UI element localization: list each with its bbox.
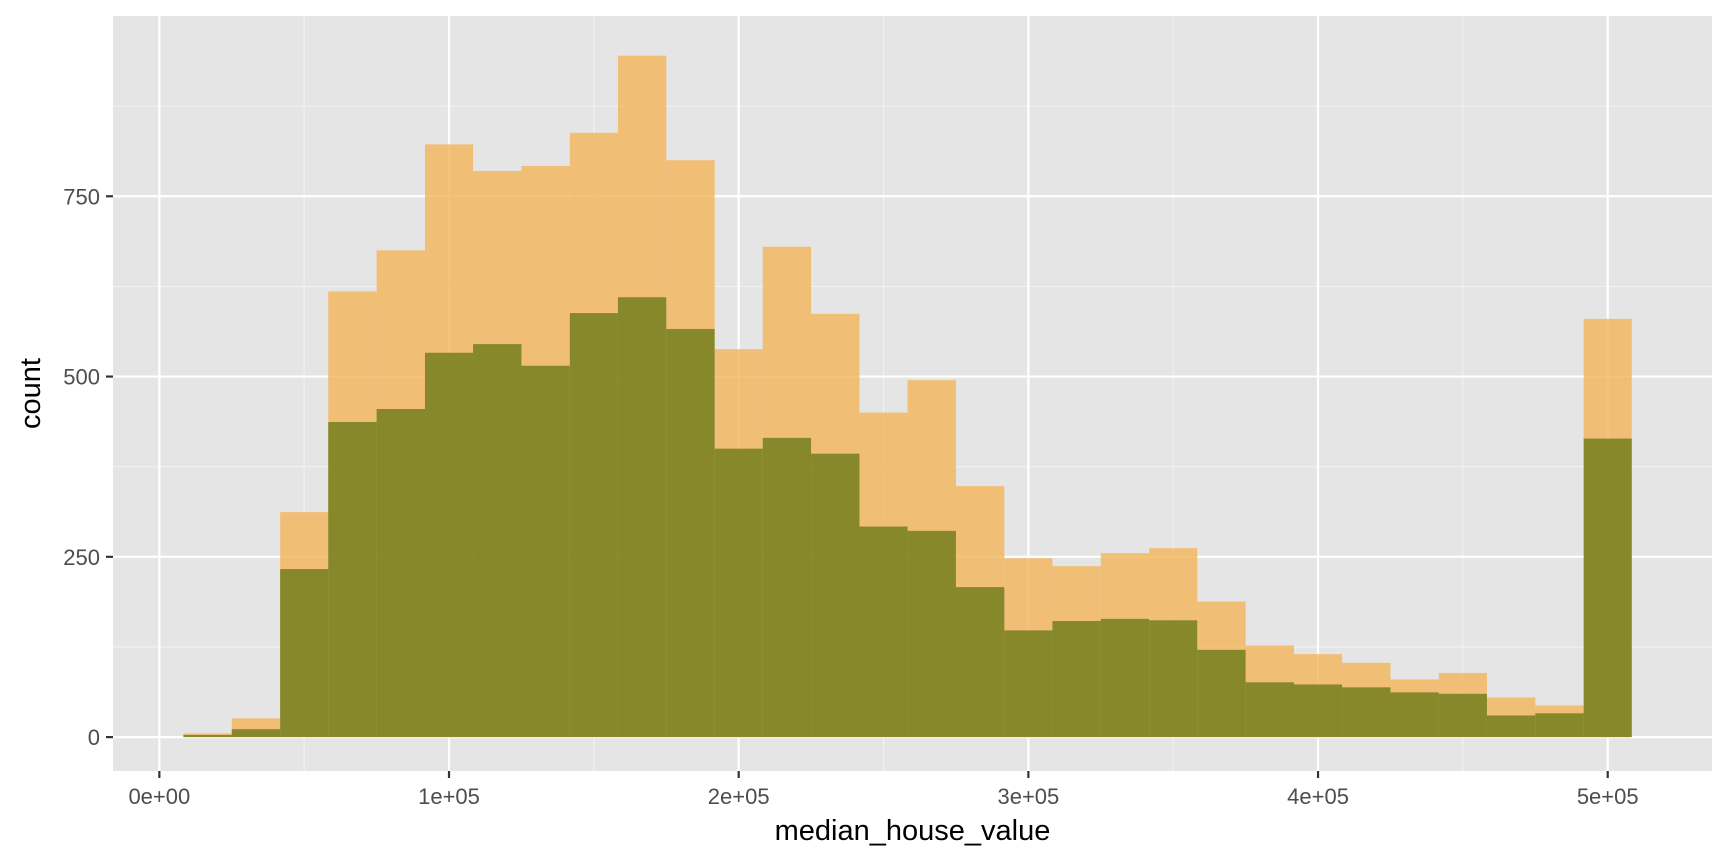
histogram-bar-series-2 (1245, 682, 1295, 738)
histogram-bar-series-2 (714, 448, 763, 738)
histogram-bar-series-2 (1342, 687, 1391, 738)
y-axis-ticks: 0 250 500 750 (63, 184, 113, 750)
histogram-bar-series-2 (280, 569, 329, 738)
histogram-bar-series-2 (376, 409, 425, 738)
histogram-bar-series-2 (907, 530, 956, 738)
y-tick-label: 750 (63, 184, 100, 209)
x-tick-label: 2e+05 (708, 784, 770, 809)
histogram-bar-series-2 (1438, 693, 1487, 738)
histogram-bar-series-2 (811, 453, 860, 738)
histogram-bar-series-2 (1535, 713, 1584, 738)
histogram-bar-series-2 (762, 437, 812, 738)
histogram-bar-series-2 (666, 328, 715, 738)
histogram-bar-series-2 (569, 313, 618, 738)
histogram-bar-series-2 (473, 344, 522, 738)
histogram-bar-series-2 (1149, 620, 1198, 738)
x-tick-label: 3e+05 (997, 784, 1059, 809)
histogram-bar-series-2 (1197, 649, 1246, 738)
histogram-bars (183, 55, 1632, 738)
x-axis-ticks: 0e+00 1e+05 2e+05 3e+05 4e+05 5e+05 (128, 771, 1639, 809)
x-axis-title: median_house_value (775, 815, 1051, 847)
x-tick-label: 0e+00 (128, 784, 190, 809)
histogram-bar-series-2 (1004, 630, 1053, 738)
histogram-bar-series-2 (1294, 684, 1343, 738)
histogram-bar-series-2 (1052, 621, 1101, 738)
x-tick-label: 5e+05 (1577, 784, 1639, 809)
histogram-bar-series-2 (328, 421, 377, 738)
histogram-bar-series-2 (521, 365, 570, 738)
y-tick-label: 0 (88, 725, 100, 750)
histogram-bar-series-2 (424, 352, 474, 738)
histogram-bar-series-2 (955, 587, 1005, 738)
histogram-bar-series-2 (1100, 618, 1150, 738)
histogram-bar-series-2 (617, 297, 667, 738)
histogram-bar-series-2 (859, 526, 908, 738)
histogram-bar-series-2 (1390, 692, 1439, 738)
histogram-bar-series-2 (1486, 715, 1536, 738)
histogram-bar-series-2 (1583, 438, 1632, 738)
y-axis-title: count (15, 358, 47, 429)
y-tick-label: 250 (63, 545, 100, 570)
histogram-bar-series-2 (183, 734, 232, 738)
histogram-bar-series-2 (231, 729, 281, 738)
x-tick-label: 4e+05 (1287, 784, 1349, 809)
y-tick-label: 500 (63, 365, 100, 390)
x-tick-label: 1e+05 (418, 784, 480, 809)
